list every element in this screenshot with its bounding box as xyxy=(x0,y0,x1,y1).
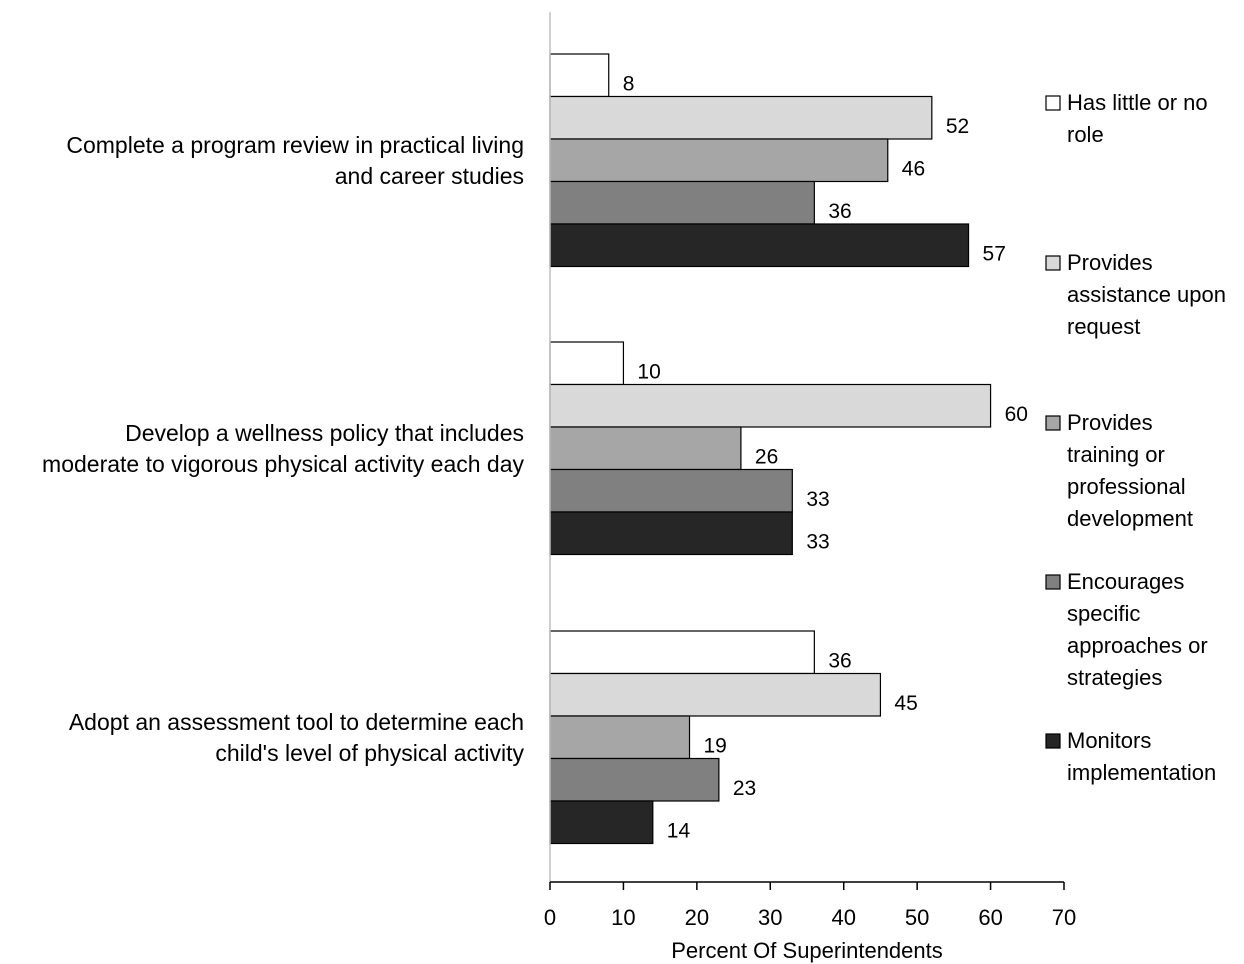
legend-swatch xyxy=(1045,574,1061,590)
bar-value-label: 57 xyxy=(983,242,1006,265)
legend-swatch xyxy=(1045,255,1061,271)
bar-value-label: 52 xyxy=(946,115,969,138)
x-tick-label: 70 xyxy=(1052,905,1076,930)
bar-value-label: 60 xyxy=(1005,403,1028,426)
category-label: Develop a wellness policy that includes xyxy=(125,420,524,446)
bar xyxy=(549,426,742,471)
x-tick-label: 0 xyxy=(544,905,556,930)
bar xyxy=(549,468,793,513)
legend-label: request xyxy=(1067,314,1140,339)
bar xyxy=(549,757,720,802)
category-label: child's level of physical activity xyxy=(215,740,524,766)
bars-group xyxy=(549,53,992,845)
legend-label: role xyxy=(1067,122,1104,147)
legend-label: strategies xyxy=(1067,665,1162,690)
category-label: Complete a program review in practical l… xyxy=(66,132,524,158)
bar xyxy=(549,630,815,675)
category-labels-group: Complete a program review in practical l… xyxy=(42,132,524,766)
legend-swatch xyxy=(1045,733,1061,749)
bar-value-label: 33 xyxy=(806,530,829,553)
x-axis-title: Percent Of Superintendents xyxy=(671,938,943,963)
bar-value-label: 36 xyxy=(828,200,851,223)
category-label: Adopt an assessment tool to determine ea… xyxy=(69,709,524,735)
bar-value-label: 14 xyxy=(667,819,691,842)
bar-value-label: 23 xyxy=(733,777,756,800)
legend-label: professional xyxy=(1067,474,1186,499)
legend-label: assistance upon xyxy=(1067,282,1226,307)
bar xyxy=(549,672,882,717)
x-ticks-group: 0 10 20 30 40 50 60 70 xyxy=(544,882,1076,930)
legend: Has little or no role Provides assistance u… xyxy=(1045,90,1226,785)
bar-value-label: 33 xyxy=(806,488,829,511)
legend-label: Provides xyxy=(1067,410,1153,435)
bar xyxy=(549,383,992,428)
bar xyxy=(549,53,610,98)
x-tick-label: 50 xyxy=(905,905,929,930)
legend-swatch xyxy=(1045,415,1061,431)
bar-value-label: 26 xyxy=(755,445,778,468)
x-tick-label: 20 xyxy=(685,905,709,930)
legend-label: Monitors xyxy=(1067,728,1151,753)
x-tick-label: 30 xyxy=(758,905,782,930)
bar xyxy=(549,180,815,225)
value-labels-group: 8 52 46 36 57 10 60 26 33 33 36 45 19 23 14 xyxy=(623,72,1028,842)
bar-value-label: 45 xyxy=(894,692,917,715)
legend-label: specific xyxy=(1067,601,1140,626)
bar-value-label: 19 xyxy=(704,734,727,757)
legend-label: Has little or no xyxy=(1067,90,1208,115)
legend-label: implementation xyxy=(1067,760,1216,785)
bar xyxy=(549,800,654,845)
legend-label: Encourages xyxy=(1067,569,1184,594)
bar xyxy=(549,138,889,183)
legend-label: Provides xyxy=(1067,250,1153,275)
x-tick-label: 10 xyxy=(611,905,635,930)
bar xyxy=(549,715,691,760)
bar-value-label: 10 xyxy=(637,360,660,383)
bar xyxy=(549,95,933,140)
legend-label: training or xyxy=(1067,442,1165,467)
legend-swatch xyxy=(1045,95,1061,111)
bar-value-label: 8 xyxy=(623,72,635,95)
category-label: and career studies xyxy=(335,163,524,189)
bar xyxy=(549,511,793,556)
bar xyxy=(549,341,625,386)
bar-value-label: 46 xyxy=(902,157,925,180)
x-tick-label: 60 xyxy=(978,905,1002,930)
legend-label: approaches or xyxy=(1067,633,1208,658)
bar-value-label: 36 xyxy=(828,649,851,672)
x-tick-label: 40 xyxy=(831,905,855,930)
category-label: moderate to vigorous physical activity e… xyxy=(42,451,524,477)
legend-label: development xyxy=(1067,506,1193,531)
bar xyxy=(549,223,970,268)
